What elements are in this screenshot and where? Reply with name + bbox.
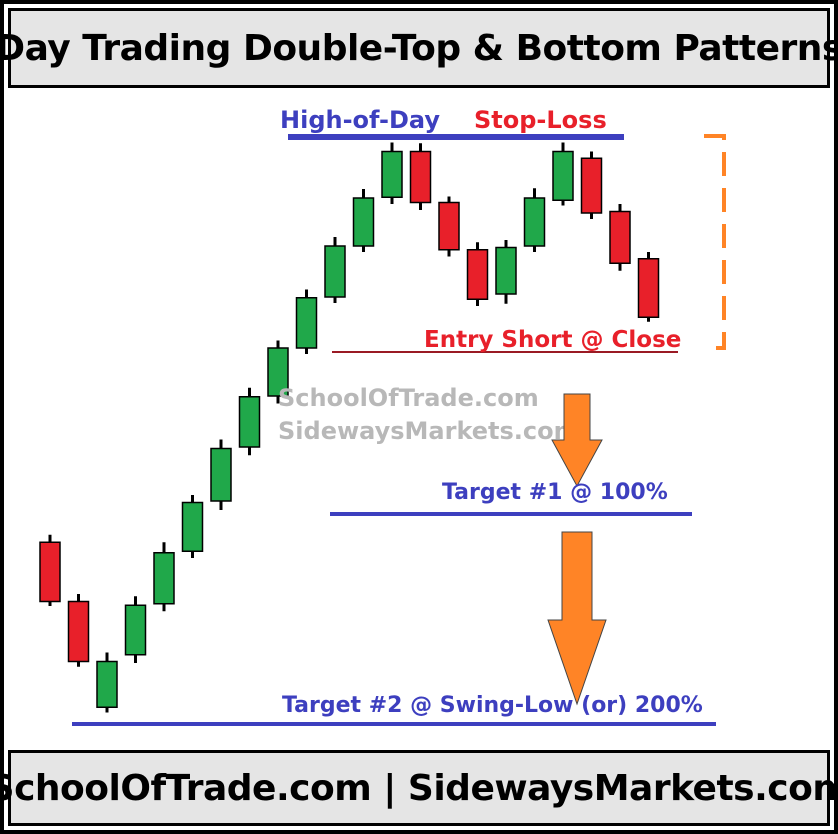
bearish-candle-body (637, 258, 660, 318)
title-banner: Day Trading Double-Top & Bottom Patterns (4, 8, 834, 88)
high-of-day-label: High-of-Day (280, 106, 440, 134)
candle (580, 151, 603, 219)
bearish-candle-body (609, 210, 631, 264)
candle (381, 142, 403, 204)
target-2-label: Target #2 @ Swing-Low (or) 200% (282, 693, 703, 718)
bullish-candle-body (523, 197, 546, 247)
bullish-candle-body (153, 552, 175, 605)
bullish-candle-body (210, 447, 232, 502)
watermark-line-2: SidewaysMarkets.com (278, 417, 579, 445)
bullish-candle-body (324, 245, 346, 298)
bearish-candle-body (580, 157, 603, 214)
candle (523, 188, 546, 252)
candle (637, 252, 660, 322)
candle (438, 196, 460, 257)
candle (466, 242, 489, 306)
candle (210, 439, 232, 510)
bearish-candle-body (409, 150, 432, 204)
bearish-candle-body (67, 600, 90, 663)
watermark-line-1: SchoolOfTrade.com (278, 384, 539, 412)
candle (96, 652, 118, 713)
bullish-candle-body (96, 660, 118, 708)
candle (409, 143, 432, 210)
candle (39, 534, 61, 606)
bullish-candle-body (295, 297, 318, 349)
candlesticks (39, 142, 660, 713)
candle (552, 142, 574, 206)
candle (124, 596, 147, 663)
candle (181, 495, 204, 558)
bullish-candle-body (381, 150, 403, 198)
candle (295, 289, 318, 354)
bullish-candle-body (552, 150, 574, 201)
candle (324, 237, 346, 303)
entry-label: Entry Short @ Close (424, 327, 681, 353)
candle (609, 204, 631, 271)
candle (495, 240, 517, 304)
bullish-candle-body (495, 246, 517, 295)
stop-loss-label: Stop-Loss (474, 106, 607, 134)
bullish-candle-body (352, 197, 375, 247)
bearish-candle-body (39, 541, 61, 603)
bearish-candle-body (466, 249, 489, 300)
candle (352, 189, 375, 252)
bearish-candle-body (438, 201, 460, 251)
page-title: Day Trading Double-Top & Bottom Patterns (0, 27, 838, 69)
candle (267, 340, 289, 404)
candle (153, 542, 175, 612)
target-2-arrow (547, 531, 607, 706)
bullish-candle-body (267, 347, 289, 397)
bullish-candle-body (181, 501, 204, 552)
bullish-candle-body (124, 604, 147, 656)
range-bracket (704, 134, 726, 350)
footer-banner: SchoolOfTrade.com | SidewaysMarkets.com (4, 750, 834, 826)
footer-text: SchoolOfTrade.com | SidewaysMarkets.com (0, 767, 838, 809)
pattern-chart: High-of-Day Stop-Loss Entry Short @ Clos… (39, 106, 726, 726)
bullish-candle-body (238, 396, 261, 448)
candle (238, 387, 261, 456)
target-1-arrow (551, 393, 603, 488)
target-1-label: Target #1 @ 100% (442, 480, 668, 505)
candle (67, 594, 90, 667)
